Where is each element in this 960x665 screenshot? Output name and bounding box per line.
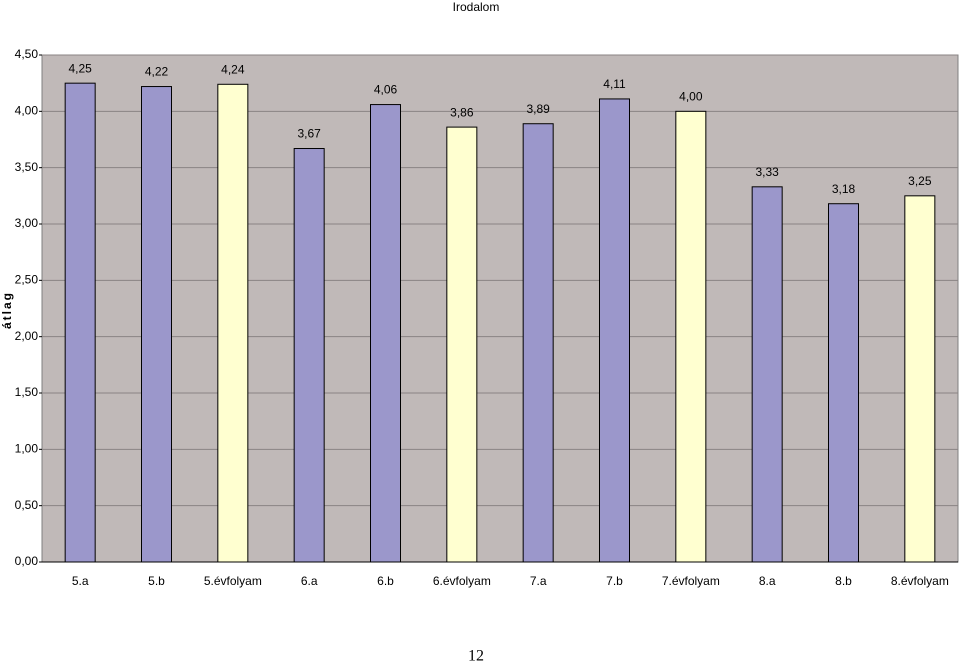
y-tick-label: 1,50 — [15, 385, 39, 399]
value-label: 3,89 — [526, 102, 550, 116]
x-tick-label: 6.a — [301, 574, 318, 588]
value-label: 4,22 — [145, 65, 169, 79]
value-label: 3,33 — [755, 165, 779, 179]
bar — [446, 126, 478, 563]
value-label: 4,25 — [68, 61, 92, 75]
bar — [904, 195, 936, 563]
y-tick-label: 4,00 — [15, 104, 39, 118]
x-tick-label: 6.b — [377, 574, 394, 588]
bar — [293, 148, 325, 563]
x-tick-label: 7.b — [606, 574, 623, 588]
bar — [370, 104, 401, 563]
bar — [675, 110, 707, 563]
bar — [64, 82, 96, 563]
x-tick-label: 5.b — [148, 574, 165, 588]
x-tick-label: 7.a — [530, 574, 547, 588]
y-tick-label: 3,50 — [15, 160, 39, 174]
bar — [828, 203, 859, 563]
x-tick-label: 7.évfolyam — [662, 574, 720, 588]
x-tick-label: 6.évfolyam — [433, 574, 491, 588]
bar — [141, 86, 172, 563]
x-tick-label: 5.évfolyam — [204, 574, 262, 588]
bar — [522, 123, 554, 563]
bar — [599, 98, 630, 563]
x-tick-label: 5.a — [72, 574, 89, 588]
x-tick-label: 8.b — [835, 574, 852, 588]
value-label: 3,67 — [297, 127, 321, 141]
value-label: 4,24 — [221, 62, 245, 76]
y-axis-label: átlag — [0, 291, 14, 329]
y-tick-label: 1,00 — [15, 442, 39, 456]
page-number: 12 — [468, 648, 484, 665]
y-tick-label: 4,50 — [15, 47, 39, 61]
y-tick-label: 2,50 — [15, 273, 39, 287]
bar — [217, 83, 249, 563]
value-label: 3,18 — [832, 182, 856, 196]
x-tick-label: 8.a — [759, 574, 776, 588]
bar — [751, 186, 783, 563]
y-tick-label: 3,00 — [15, 216, 39, 230]
value-label: 4,00 — [679, 90, 703, 104]
y-tick-label: 0,00 — [15, 554, 39, 568]
x-tick-label: 8.évfolyam — [891, 574, 949, 588]
plot-area — [41, 54, 959, 563]
y-tick-label: 2,00 — [15, 329, 39, 343]
value-label: 3,25 — [908, 174, 932, 188]
chart-title: Irodalom — [453, 0, 500, 14]
value-label: 4,06 — [374, 83, 398, 97]
value-label: 4,11 — [603, 77, 626, 91]
y-tick-label: 0,50 — [15, 498, 39, 512]
value-label: 3,86 — [450, 105, 474, 119]
